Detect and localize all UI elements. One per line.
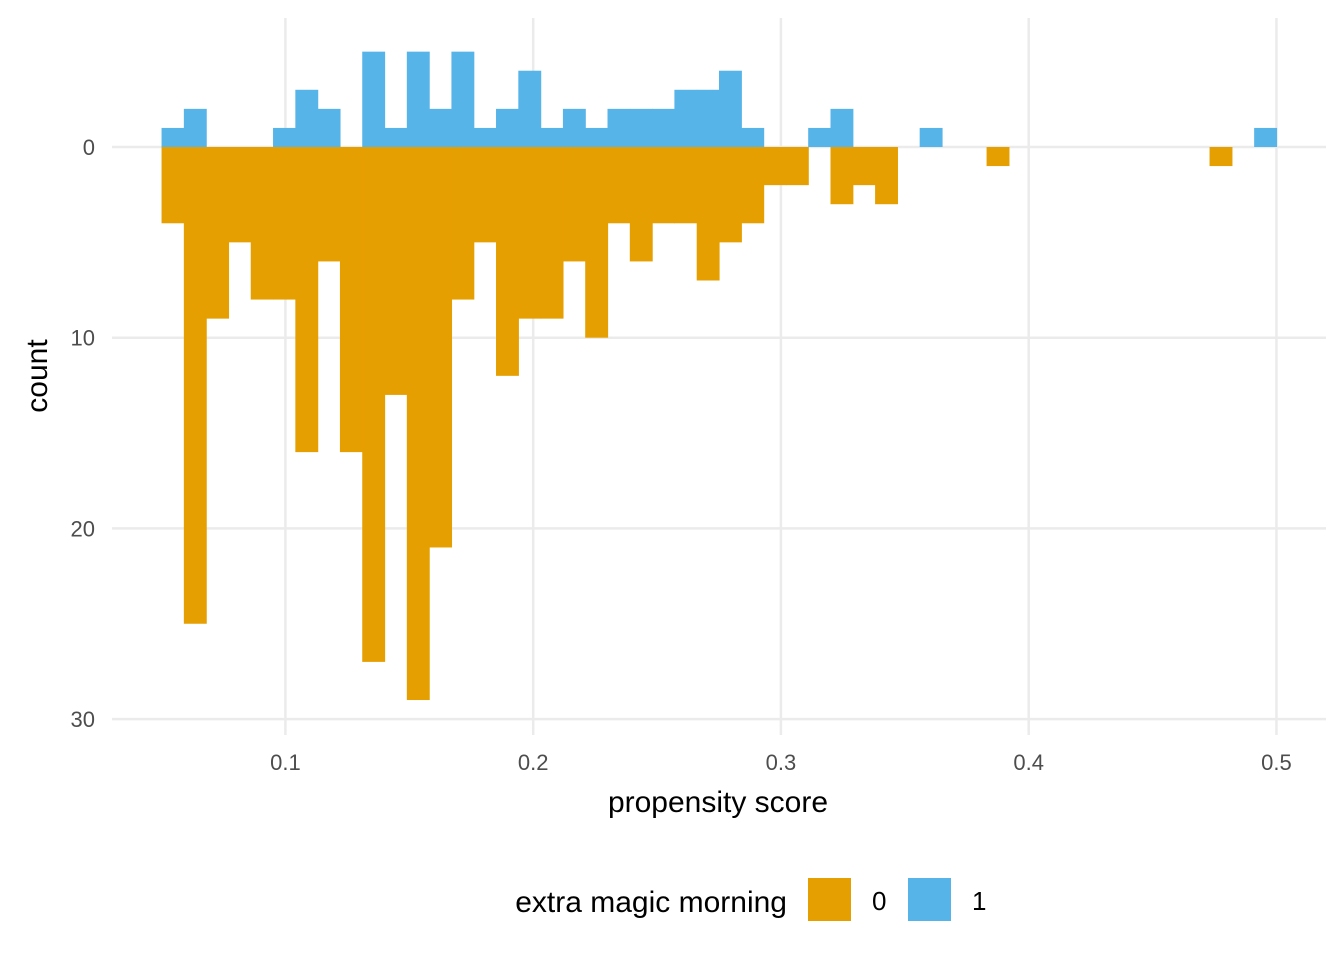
histogram-bar-group-1	[295, 89, 319, 147]
histogram-bar-group-1	[674, 89, 698, 147]
histogram-bar-group-0	[1209, 147, 1233, 167]
x-axis-ticks: 0.1 0.2 0.3 0.4 0.5	[270, 750, 1292, 775]
histogram-bar-group-0	[785, 147, 809, 186]
histogram-bar-group-0	[451, 147, 475, 300]
histogram-bar-group-0	[986, 147, 1010, 167]
legend: extra magic morning 0 1	[515, 878, 986, 921]
histogram-bar-group-1	[629, 108, 653, 147]
histogram-bar-group-0	[585, 147, 609, 338]
histogram-bar-group-1	[183, 108, 207, 147]
histogram-bar-group-0	[674, 147, 698, 224]
x-tick-label: 0.5	[1261, 750, 1292, 775]
histogram-bar-group-0	[652, 147, 676, 224]
histogram-bar-group-1	[830, 108, 854, 147]
histogram-bar-group-0	[473, 147, 497, 243]
histogram-bar-group-0	[317, 147, 341, 262]
histogram-bar-group-0	[763, 147, 787, 186]
histogram-bar-group-0	[429, 147, 453, 548]
histogram-bar-group-0	[496, 147, 519, 376]
histogram-bar-group-1	[473, 127, 497, 147]
histogram-bar-group-0	[696, 147, 720, 281]
x-tick-label: 0.3	[766, 750, 797, 775]
histogram-bars	[161, 51, 1278, 701]
histogram-bar-group-1	[696, 89, 720, 147]
histogram-bar-group-0	[295, 147, 319, 453]
histogram-bar-group-1	[429, 108, 453, 147]
legend-label-1: 1	[972, 886, 986, 916]
histogram-bar-group-1	[273, 127, 296, 147]
histogram-bar-group-1	[919, 127, 943, 147]
histogram-bar-group-0	[540, 147, 564, 319]
y-axis-ticks: 0 10 20 30	[71, 135, 95, 732]
x-tick-label: 0.2	[518, 750, 549, 775]
histogram-bar-group-1	[719, 70, 742, 147]
histogram-bar-group-0	[852, 147, 876, 186]
x-tick-label: 0.4	[1013, 750, 1044, 775]
histogram-bar-group-1	[585, 127, 609, 147]
histogram-bar-group-1	[406, 51, 430, 147]
histogram-bar-group-0	[562, 147, 586, 262]
histogram-bar-group-0	[875, 147, 898, 205]
histogram-bar-group-0	[406, 147, 430, 701]
histogram-bar-group-0	[183, 147, 207, 624]
histogram-bar-group-0	[384, 147, 408, 395]
histogram-bar-group-1	[741, 127, 765, 147]
histogram-bar-group-0	[339, 147, 363, 453]
histogram-bar-group-1	[384, 127, 408, 147]
histogram-bar-group-0	[228, 147, 252, 243]
legend-swatch-1	[908, 878, 951, 921]
legend-label-0: 0	[872, 886, 886, 916]
histogram-bar-group-1	[808, 127, 832, 147]
histogram-bar-group-0	[161, 147, 185, 224]
histogram-bar-group-0	[362, 147, 386, 662]
y-tick-label: 20	[71, 516, 95, 541]
histogram-bar-group-0	[518, 147, 542, 319]
histogram-bar-group-1	[540, 127, 564, 147]
x-tick-label: 0.1	[270, 750, 301, 775]
x-axis-title: propensity score	[608, 786, 828, 819]
histogram-bar-group-1	[161, 127, 185, 147]
histogram-bar-group-1	[607, 108, 631, 147]
histogram-bar-group-1	[518, 70, 542, 147]
histogram-bar-group-0	[741, 147, 765, 224]
histogram-bar-group-0	[273, 147, 296, 300]
histogram-bar-group-1	[496, 108, 519, 147]
y-tick-label: 30	[71, 707, 95, 732]
histogram-bar-group-1	[362, 51, 386, 147]
histogram-bar-group-0	[629, 147, 653, 262]
y-tick-label: 0	[83, 135, 95, 160]
legend-title: extra magic morning	[515, 886, 787, 919]
histogram-bar-group-0	[206, 147, 230, 319]
histogram-bar-group-0	[719, 147, 742, 243]
histogram-bar-group-1	[562, 108, 586, 147]
y-tick-label: 10	[71, 326, 95, 351]
y-axis-title: count	[21, 339, 54, 413]
histogram-bar-group-1	[1254, 127, 1278, 147]
histogram-bar-group-1	[652, 108, 676, 147]
histogram-bar-group-1	[317, 108, 341, 147]
histogram-bar-group-0	[250, 147, 274, 300]
histogram-bar-group-0	[607, 147, 631, 224]
histogram-bar-group-1	[451, 51, 475, 147]
histogram-bar-group-0	[830, 147, 854, 205]
legend-swatch-0	[808, 878, 851, 921]
